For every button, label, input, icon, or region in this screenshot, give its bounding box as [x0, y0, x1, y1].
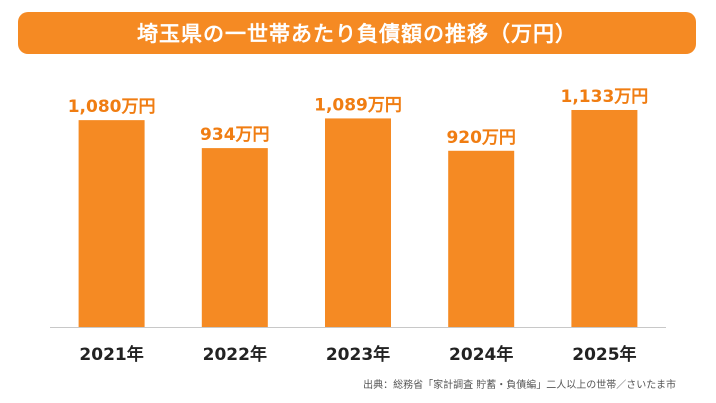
title-bar: 埼玉県の一世帯あたり負債額の推移（万円）: [18, 12, 696, 54]
data-label: 934万円: [200, 125, 270, 145]
chart-title: 埼玉県の一世帯あたり負債額の推移（万円）: [137, 22, 577, 46]
data-label: 920万円: [446, 128, 516, 148]
category-label: 2025年: [572, 344, 636, 365]
source-note: 出典：総務省「家計調査 貯蓄・負債編」二人以上の世帯／さいたま市: [363, 380, 676, 391]
bar-2021年: [78, 120, 145, 327]
data-label: 1,080万円: [68, 97, 156, 117]
data-label: 1,089万円: [314, 95, 402, 115]
category-label: 2021年: [79, 344, 143, 365]
bar-2024年: [448, 150, 515, 327]
category-label: 2022年: [203, 344, 267, 365]
category-label: 2023年: [326, 344, 390, 365]
bar-2022年: [201, 148, 268, 327]
bar-2023年: [325, 118, 391, 327]
data-label: 1,133万円: [561, 87, 649, 107]
category-label: 2024年: [449, 344, 513, 365]
bar-2025年: [571, 109, 638, 327]
